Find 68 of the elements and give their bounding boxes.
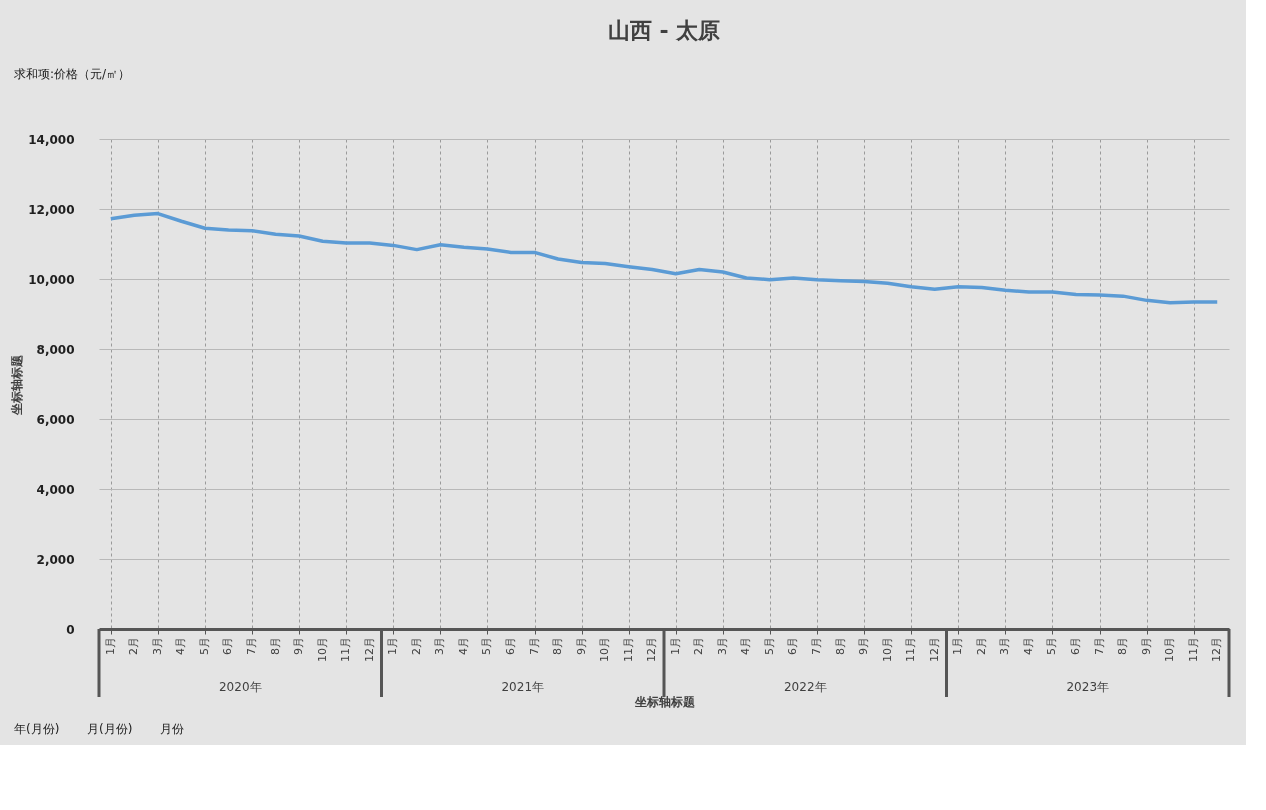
x-tick-label: 5月	[197, 637, 211, 655]
x-tick-label: 5月	[480, 637, 494, 655]
x-tick-label: 10月	[1163, 637, 1177, 662]
text: 2020年	[218, 680, 262, 694]
x-tick-label: 1月	[668, 637, 682, 655]
x-tick-label: 12月	[927, 637, 941, 662]
x-tick-label: 8月	[551, 637, 565, 655]
x-tick-label: 1月	[951, 637, 965, 655]
x-tick-label: 6月	[503, 637, 517, 655]
x-tick-label: 11月	[1186, 637, 1200, 662]
y-tick-label: 4,000	[36, 482, 75, 497]
x-tick-label: 7月	[810, 637, 824, 655]
x-tick-label: 3月	[715, 637, 729, 655]
y-tick-label: 12,000	[28, 202, 75, 217]
x-tick-label: 11月	[621, 637, 635, 662]
text: 2022年	[783, 680, 827, 694]
x-tick-label: 5月	[1045, 637, 1059, 655]
x-tick-label: 8月	[268, 637, 282, 655]
x-tick-label: 5月	[762, 637, 776, 655]
x-tick-label: 11月	[904, 637, 918, 662]
x-tick-label: 9月	[292, 637, 306, 655]
y-tick-label: 6,000	[36, 412, 75, 427]
x-tick-label: 4月	[456, 637, 470, 655]
x-tick-label: 1月	[103, 637, 117, 655]
y-tick-label: 8,000	[36, 342, 75, 357]
x-tick-label: 10月	[315, 637, 329, 662]
x-tick-label: 8月	[833, 637, 847, 655]
x-tick-label: 12月	[645, 637, 659, 662]
x-tick-label: 4月	[174, 637, 188, 655]
x-tick-label: 10月	[880, 637, 894, 662]
y-tick-label: 10,000	[28, 272, 75, 287]
x-tick-label: 1月	[386, 637, 400, 655]
x-tick-label: 12月	[362, 637, 376, 662]
x-tick-label: 3月	[150, 637, 164, 655]
x-tick-label: 2月	[692, 637, 706, 655]
x-tick-label: 10月	[598, 637, 612, 662]
y-tick-label: 14,000	[28, 132, 75, 147]
line-series	[109, 211, 1219, 305]
x-tick-label: 3月	[998, 637, 1012, 655]
x-tick-label: 4月	[739, 637, 753, 655]
y-tick-label: 2,000	[36, 552, 75, 567]
x-tick-label: 9月	[857, 637, 871, 655]
x-tick-label: 11月	[339, 637, 353, 662]
text: 月份	[160, 722, 184, 736]
x-tick-label: 3月	[433, 637, 447, 655]
chart-title: 山西 - 太原	[607, 18, 721, 43]
x-tick-label: 6月	[786, 637, 800, 655]
x-tick-label: 7月	[245, 637, 259, 655]
x-tick-label: 8月	[1116, 637, 1130, 655]
x-tick-label: 9月	[574, 637, 588, 655]
x-tick-label: 6月	[1068, 637, 1082, 655]
y-tick-label: 0	[66, 622, 75, 637]
text: 年(月份)	[14, 722, 60, 736]
text: 2023年	[1066, 680, 1110, 694]
x-tick-label: 6月	[221, 637, 235, 655]
y-axis-title: 坐标轴标题	[10, 354, 25, 416]
x-tick-label: 4月	[1021, 637, 1035, 655]
text: 2021年	[501, 680, 545, 694]
x-tick-label: 9月	[1139, 637, 1153, 655]
x-tick-label: 2月	[409, 637, 423, 655]
x-tick-label: 2月	[127, 637, 141, 655]
x-axis-title: 坐标轴标题	[633, 695, 695, 709]
x-tick-label: 7月	[1092, 637, 1106, 655]
x-tick-label: 12月	[1210, 637, 1224, 662]
x-tick-label: 7月	[527, 637, 541, 655]
text: 月(月份)	[87, 722, 133, 736]
x-tick-label: 2月	[974, 637, 988, 655]
text: 求和项:价格（元/㎡）	[14, 67, 131, 81]
